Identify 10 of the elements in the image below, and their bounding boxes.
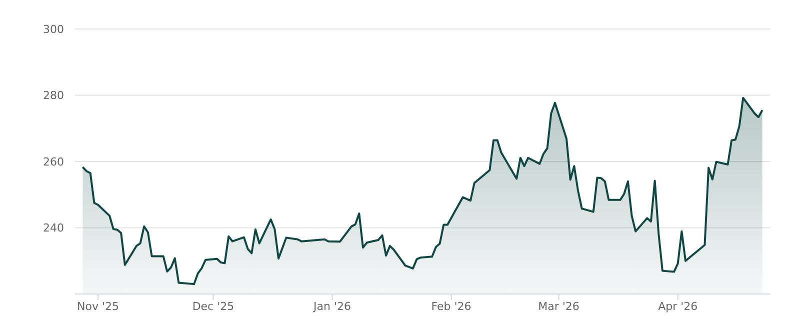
x-tick-label: Dec '25: [192, 300, 234, 313]
x-tick-label: Nov '25: [77, 300, 120, 313]
y-tick-label: 240: [43, 222, 64, 235]
y-tick-label: 300: [43, 22, 64, 36]
x-tick-label: Jan '26: [312, 300, 352, 313]
y-tick-label: 280: [43, 89, 64, 102]
y-tick-label: 260: [43, 155, 64, 168]
x-tick-label: Feb '26: [431, 300, 472, 313]
x-tick-label: Mar '26: [538, 300, 580, 313]
x-tick-label: Apr '26: [658, 300, 698, 313]
